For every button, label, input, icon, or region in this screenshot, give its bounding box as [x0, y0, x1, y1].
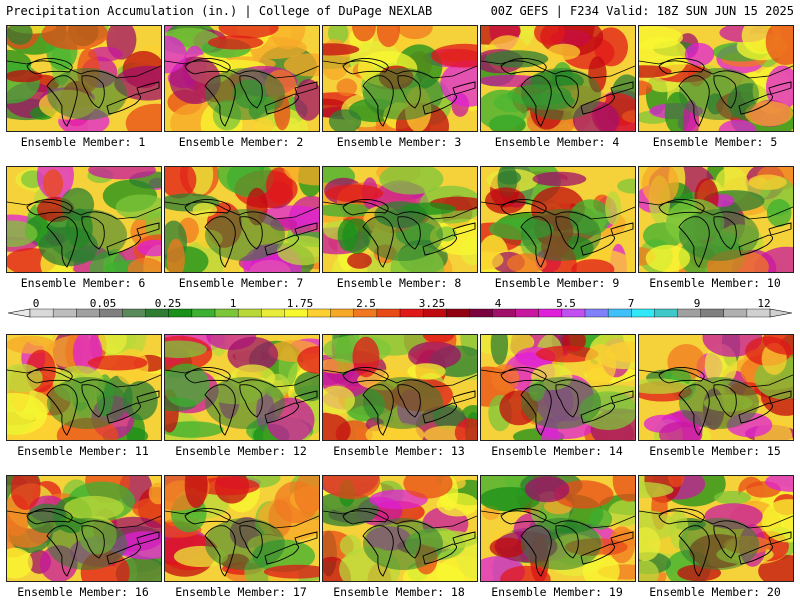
colorbar-swatch	[99, 308, 123, 318]
ensemble-member-map	[480, 334, 636, 441]
ensemble-member-map	[164, 25, 320, 132]
precip-colorbar	[7, 308, 793, 318]
colorbar-swatch	[145, 308, 170, 318]
colorbar-swatch	[76, 308, 100, 318]
ensemble-member-map	[6, 334, 162, 441]
colorbar-swatch	[469, 308, 493, 318]
run-valid-time: 00Z GEFS | F234 Valid: 18Z SUN JUN 15 20…	[490, 4, 794, 18]
ensemble-member-label: Ensemble Member: 17	[175, 585, 307, 599]
colorbar-tick-label: 0.05	[89, 297, 117, 310]
colorbar-swatch	[746, 308, 771, 318]
colorbar-swatch	[700, 308, 725, 318]
colorbar-swatch	[446, 308, 470, 318]
ensemble-member-label: Ensemble Member: 1	[20, 135, 146, 149]
ensemble-member-map	[480, 166, 636, 273]
ensemble-member-map	[6, 166, 162, 273]
colorbar-swatch	[52, 308, 77, 318]
ensemble-member-map	[322, 334, 478, 441]
colorbar-tick-label: 7	[627, 297, 635, 310]
ensemble-member-label: Ensemble Member: 9	[494, 276, 620, 290]
ensemble-member-label: Ensemble Member: 6	[20, 276, 146, 290]
colorbar-tick-label: 2.5	[356, 297, 376, 310]
ensemble-member-map	[164, 475, 320, 582]
ensemble-member-map	[480, 25, 636, 132]
ensemble-member-map	[322, 475, 478, 582]
ensemble-member-map	[6, 475, 162, 582]
colorbar-swatch	[330, 308, 355, 318]
colorbar-tick-label: 0.25	[154, 297, 182, 310]
colorbar-swatch	[631, 308, 655, 318]
colorbar-tick-label: 1	[229, 297, 237, 310]
ensemble-member-label: Ensemble Member: 20	[649, 585, 781, 599]
ensemble-member-label: Ensemble Member: 18	[333, 585, 465, 599]
colorbar-swatch	[191, 308, 216, 318]
colorbar-swatch	[584, 308, 609, 318]
ensemble-member-label: Ensemble Member: 12	[175, 444, 307, 458]
colorbar-tick-label: 0	[32, 297, 40, 310]
ensemble-member-map	[164, 166, 320, 273]
colorbar-swatch	[214, 308, 239, 318]
colorbar-swatch	[677, 308, 702, 318]
colorbar-tick-label: 5.5	[556, 297, 576, 310]
ensemble-member-label: Ensemble Member: 2	[178, 135, 304, 149]
colorbar-swatch	[353, 308, 378, 318]
colorbar-swatch	[307, 308, 332, 318]
ensemble-member-label: Ensemble Member: 16	[17, 585, 149, 599]
ensemble-member-label: Ensemble Member: 19	[491, 585, 623, 599]
ensemble-member-map	[322, 166, 478, 273]
ensemble-member-map	[164, 334, 320, 441]
colorbar-swatch	[284, 308, 308, 318]
colorbar-swatch	[261, 308, 285, 318]
colorbar-swatch	[607, 308, 632, 318]
ensemble-member-label: Ensemble Member: 8	[336, 276, 462, 290]
colorbar-tick-label: 1.75	[286, 297, 314, 310]
colorbar-swatch	[122, 308, 147, 318]
ensemble-member-label: Ensemble Member: 3	[336, 135, 462, 149]
ensemble-member-map	[480, 475, 636, 582]
ensemble-member-label: Ensemble Member: 7	[178, 276, 304, 290]
colorbar-swatch	[723, 308, 748, 318]
colorbar-min-arrow	[7, 308, 31, 318]
ensemble-member-label: Ensemble Member: 15	[649, 444, 781, 458]
colorbar-swatch	[515, 308, 540, 318]
ensemble-member-label: Ensemble Member: 4	[494, 135, 620, 149]
colorbar-tick-label: 9	[693, 297, 701, 310]
ensemble-member-map	[638, 334, 794, 441]
colorbar-swatch	[399, 308, 424, 318]
ensemble-member-label: Ensemble Member: 11	[17, 444, 149, 458]
ensemble-member-label: Ensemble Member: 14	[491, 444, 623, 458]
ensemble-member-map	[322, 25, 478, 132]
colorbar-swatch	[29, 308, 54, 318]
ensemble-member-map	[6, 25, 162, 132]
ensemble-member-label: Ensemble Member: 13	[333, 444, 465, 458]
colorbar-swatch	[538, 308, 563, 318]
colorbar-swatch	[376, 308, 401, 318]
ensemble-member-map	[638, 475, 794, 582]
colorbar-swatch	[168, 308, 193, 318]
colorbar-swatch	[561, 308, 586, 318]
colorbar-swatch	[654, 308, 678, 318]
map-title: Precipitation Accumulation (in.) | Colle…	[6, 4, 433, 18]
colorbar-tick-label: 4	[494, 297, 502, 310]
colorbar-swatch	[237, 308, 262, 318]
ensemble-member-map	[638, 166, 794, 273]
colorbar-swatch	[422, 308, 447, 318]
colorbar-tick-label: 12	[757, 297, 771, 310]
ensemble-member-label: Ensemble Member: 10	[649, 276, 781, 290]
colorbar-swatch	[492, 308, 517, 318]
colorbar-max-arrow	[769, 308, 793, 318]
ensemble-member-label: Ensemble Member: 5	[652, 135, 778, 149]
colorbar-tick-label: 3.25	[418, 297, 446, 310]
ensemble-member-map	[638, 25, 794, 132]
